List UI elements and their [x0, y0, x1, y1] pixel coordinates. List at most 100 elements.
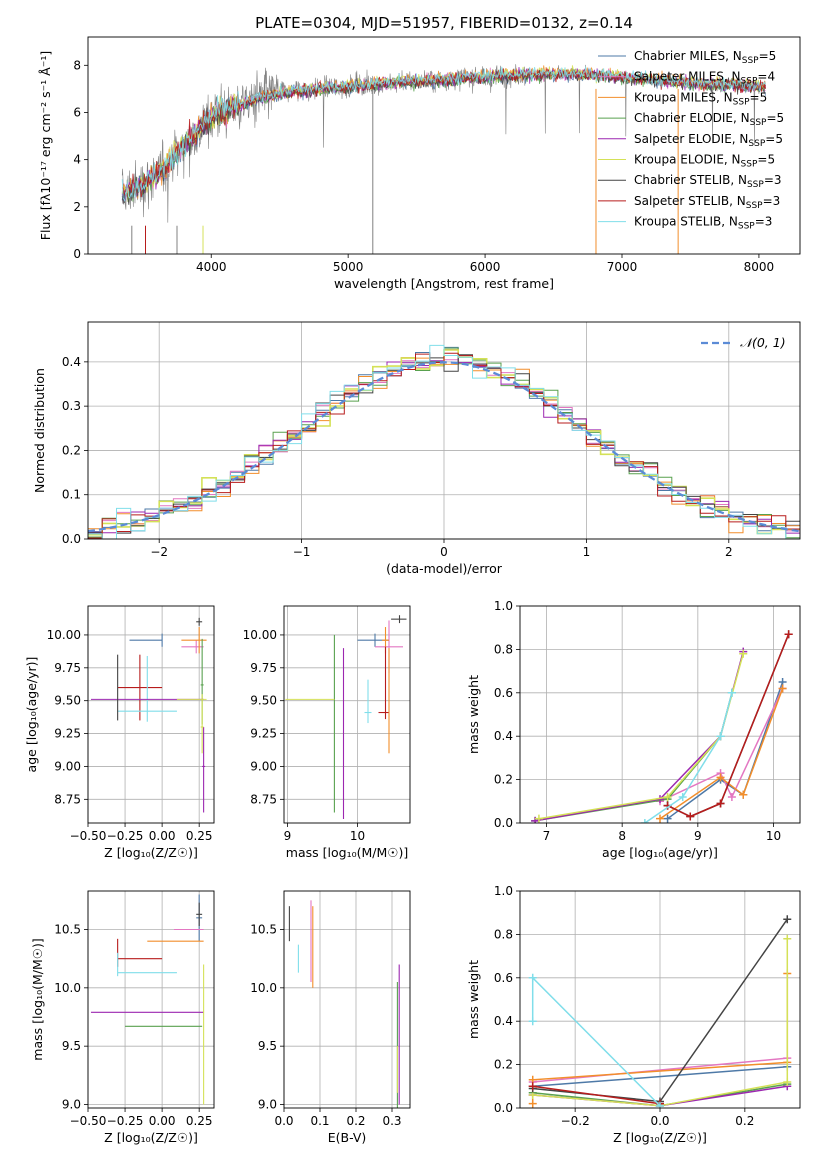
y-tick-label: 2	[73, 200, 81, 214]
x-tick-label: 1	[583, 545, 591, 559]
y-tick-label: 8.75	[54, 792, 81, 806]
y-tick-label: 10.0	[250, 981, 277, 995]
x-tick-label: 0	[440, 545, 448, 559]
legend-label: Kroupa ELODIE, NSSP=5	[634, 153, 775, 170]
plus-marker	[686, 812, 695, 821]
series-line	[532, 1057, 788, 1083]
y-tick-label: 9.5	[258, 1039, 277, 1053]
y-tick-label: 0.0	[494, 1101, 513, 1115]
x-tick-label: 9	[284, 829, 292, 843]
y-tick-label: 9.25	[250, 727, 277, 741]
y-tick-label: 0	[73, 247, 81, 261]
histogram-step-line	[88, 352, 800, 539]
x-axis-label: Z [log₁₀(Z/Z☉)]	[613, 1130, 707, 1145]
x-tick-label: 10	[350, 829, 365, 843]
plus-marker	[534, 814, 543, 823]
series-line	[644, 692, 733, 823]
x-tick-label: 6000	[470, 260, 501, 274]
x-tick-label: 2	[725, 545, 733, 559]
y-tick-label: 0.6	[494, 971, 513, 985]
axes-frame	[87, 36, 801, 255]
y-tick-label: 0.0	[62, 532, 81, 546]
series-line	[531, 975, 661, 1107]
plus-marker	[528, 973, 537, 982]
axes-frame	[87, 605, 215, 824]
y-tick-label: 9.25	[54, 727, 81, 741]
series-line	[667, 681, 784, 820]
errorbar-marks	[285, 615, 407, 820]
axes-frame	[87, 890, 215, 1109]
x-axis-label: wavelength [Angstrom, rest frame]	[334, 276, 554, 291]
x-tick-label: 8	[618, 829, 626, 843]
plus-marker	[739, 649, 748, 658]
y-tick-label: 0.1	[62, 488, 81, 502]
model-spectrum-line	[121, 66, 766, 202]
plus-marker	[783, 934, 792, 943]
y-tick-label: 10.00	[243, 628, 277, 642]
histogram-lines	[88, 344, 800, 539]
y-axis-label: mass weight	[466, 675, 481, 754]
legend-label: 𝒩(0, 1)	[740, 335, 786, 350]
plus-marker	[778, 684, 787, 693]
y-tick-label: 0.2	[494, 1058, 513, 1072]
y-tick-label: 0.2	[62, 443, 81, 457]
series-line	[667, 633, 790, 818]
x-tick-label: 0.0	[274, 1114, 293, 1128]
x-tick-label: 4000	[196, 260, 227, 274]
x-tick-label: 0.2	[346, 1114, 365, 1128]
axes-frame	[283, 605, 411, 824]
y-axis-label: mass [log₁₀(M/M☉)]	[30, 938, 45, 1060]
weight-vs-age-panel: 7 8 9 10 0.0 0.2 0.4 0.6 0.8 1.0 age [log₁₀(age/yr…	[466, 599, 801, 860]
x-tick-label: −1	[293, 545, 311, 559]
weight-lines	[528, 915, 792, 1108]
x-tick-label: 0.25	[186, 1114, 213, 1128]
age-vs-mass-panel: 9 10 8.75 9.00 9.25 9.50 9.75 10.00 mass [log₁₀(…	[243, 605, 411, 860]
x-tick-label: 8000	[744, 260, 775, 274]
y-tick-label: 9.75	[54, 661, 81, 675]
age-vs-metallicity-panel: −0.50 −0.25 0.00 0.25 8.75 9.00 9.25 9.50 9.75 10…	[24, 605, 215, 860]
y-tick-label: 9.50	[54, 694, 81, 708]
legend-label: Salpeter STELIB, NSSP=3	[634, 194, 780, 211]
x-tick-label: −0.50	[70, 829, 107, 843]
axes-frame	[283, 890, 411, 1109]
spectrum-panel: 4000 5000 6000 7000 8000 0 2 4 6 8 wavelength [Ang…	[38, 36, 801, 291]
normal-curve	[88, 361, 800, 533]
plus-marker	[716, 799, 725, 808]
plus-marker	[663, 792, 672, 801]
residuals-panel: −2 −1 0 1 2 0.0 0.1 0.2 0.3 0.4 (data-model)/error…	[32, 321, 801, 576]
plus-marker	[656, 814, 664, 823]
x-tick-label: 5000	[333, 260, 364, 274]
x-tick-label: 0.0	[650, 1114, 669, 1128]
x-axis-label: Z [log₁₀(Z/Z☉)]	[104, 1130, 198, 1145]
plus-marker	[656, 1101, 664, 1108]
axes-frame	[519, 605, 801, 824]
y-tick-label: 0.0	[494, 816, 513, 830]
legend-label: Kroupa STELIB, NSSP=3	[634, 215, 772, 232]
legend-label: Chabrier STELIB, NSSP=3	[634, 173, 782, 190]
plus-marker	[727, 688, 736, 697]
legend-label: Salpeter MILES, NSSP=4	[634, 70, 775, 87]
plus-marker	[528, 1099, 537, 1108]
y-tick-label: 9.0	[62, 1098, 81, 1112]
legend-label: Chabrier MILES, NSSP=5	[634, 49, 776, 66]
y-axis-label: mass weight	[466, 960, 481, 1039]
x-tick-label: 9	[694, 829, 702, 843]
y-tick-label: 0.6	[494, 686, 513, 700]
y-tick-label: 9.0	[258, 1098, 277, 1112]
figure-title: PLATE=0304, MJD=51957, FIBERID=0132, z=0…	[255, 14, 633, 32]
y-axis-label: Flux [fλ10⁻¹⁷ erg cm⁻² s⁻¹ Å⁻¹]	[38, 51, 53, 240]
x-tick-label: 7000	[607, 260, 638, 274]
y-tick-label: 0.8	[494, 927, 513, 941]
series-line	[532, 1066, 788, 1088]
x-tick-label: −0.2	[561, 1114, 590, 1128]
y-tick-label: 9.5	[62, 1039, 81, 1053]
errorbar-marks	[90, 617, 207, 813]
y-tick-label: 10.5	[54, 923, 81, 937]
x-tick-label: −0.50	[70, 1114, 107, 1128]
histogram-step-line	[88, 354, 800, 539]
plus-marker	[783, 915, 792, 924]
x-tick-label: 0.00	[149, 829, 176, 843]
y-tick-label: 10.5	[250, 923, 277, 937]
x-axis-label: age [log₁₀(age/yr)]	[602, 845, 718, 860]
